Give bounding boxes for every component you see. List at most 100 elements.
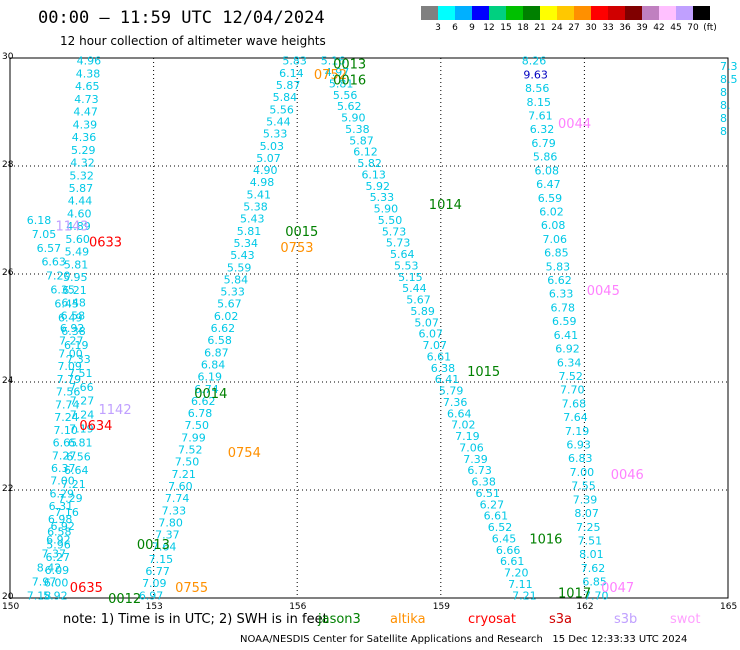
- wave-height-value: 6.02: [214, 310, 239, 323]
- wave-height-value: 6.57: [37, 242, 62, 255]
- wave-height-value: 7.06: [542, 233, 567, 246]
- pass-time-label: 1017: [558, 587, 591, 602]
- wave-height-value: 5.03: [260, 140, 285, 153]
- wave-height-value: 6.21: [62, 284, 87, 297]
- pass-time-label: 1016: [529, 533, 562, 548]
- wave-height-value: 8.01: [579, 548, 604, 561]
- wave-height-value: 7.3: [720, 60, 738, 73]
- pass-time-label: 0633: [89, 236, 122, 251]
- wave-height-value: 7.25: [576, 521, 601, 534]
- wave-height-value: 5.60: [65, 233, 90, 246]
- color-scale-label: 42: [653, 23, 665, 33]
- wave-height-value: 6.62: [547, 274, 572, 287]
- pass-time-label: 1142: [99, 403, 132, 418]
- wave-height-value: 6.84: [201, 358, 226, 371]
- wave-height-value: 5.44: [266, 115, 291, 128]
- wave-height-value: 6.18: [27, 214, 52, 227]
- wave-height-value: 7.52: [558, 370, 583, 383]
- wave-height-value: 5.07: [256, 152, 281, 165]
- wave-height-value: 6.85: [544, 247, 569, 260]
- pass-time-label: 1014: [429, 198, 462, 213]
- wave-height-value: 5.56: [333, 89, 358, 102]
- wave-height-value: 7.33: [66, 353, 91, 366]
- chart-title: 00:00 — 11:59 UTC 12/04/2024: [38, 8, 325, 28]
- wave-height-value: 5.15: [398, 271, 423, 284]
- wave-height-value: 6.38: [431, 362, 456, 375]
- wave-height-value: 6.93: [566, 439, 591, 452]
- wave-height-value: 7.60: [168, 480, 193, 493]
- color-scale-swatch: [540, 6, 557, 20]
- y-axis-tick-label: 26: [2, 268, 14, 278]
- wave-height-value: 8: [720, 86, 727, 99]
- wave-height-value: 6.61: [500, 555, 524, 568]
- color-scale-label: 27: [568, 23, 580, 33]
- wave-height-value: 7.74: [55, 398, 79, 411]
- wave-height-value: 7.64: [152, 541, 177, 554]
- wave-height-value: 5.87: [276, 79, 301, 92]
- wave-height-value: 4.65: [75, 80, 100, 93]
- pass-time-label: 0754: [228, 446, 261, 461]
- wave-height-value: 5.33: [370, 191, 395, 204]
- wave-height-value: 6.32: [530, 123, 555, 136]
- pass-time-label: 0014: [194, 387, 227, 402]
- wave-height-value: 6.37: [51, 462, 76, 475]
- color-scale-label: 9: [469, 23, 475, 33]
- wave-height-value: 6.58: [47, 526, 72, 539]
- wave-height-value: 4.47: [73, 106, 98, 119]
- wave-height-value: 5.38: [243, 201, 268, 214]
- color-scale-label: 36: [619, 23, 631, 33]
- pass-time-label: 0045: [587, 284, 620, 299]
- wave-height-value: 7.68: [562, 397, 587, 410]
- color-scale-swatch: [608, 6, 625, 20]
- wave-height-value: 7.64: [563, 411, 588, 424]
- color-scale-label: 21: [534, 23, 546, 33]
- wave-height-value: 6.83: [568, 452, 593, 465]
- wave-height-value: 5.81: [64, 258, 88, 271]
- color-scale-label: 30: [585, 23, 597, 33]
- wave-height-value: 4.32: [70, 157, 95, 170]
- wave-height-value: 6.38: [471, 476, 496, 489]
- wave-height-value: 5.84: [273, 91, 298, 104]
- wave-height-value: 6.59: [538, 192, 563, 205]
- wave-height-value: 6.66: [496, 544, 521, 557]
- color-scale-label: 33: [602, 23, 614, 33]
- wave-height-value: 4.44: [68, 195, 93, 208]
- color-scale-swatch: [421, 6, 438, 20]
- wave-height-value: 6.92: [50, 520, 75, 533]
- wave-height-value: 4.97: [325, 66, 350, 79]
- wave-height-value: 6.12: [353, 146, 378, 159]
- wave-height-value: 7.10: [53, 424, 78, 437]
- color-scale-swatch: [625, 6, 642, 20]
- wave-height-value: 6.56: [66, 450, 91, 463]
- wave-height-value: 5.50: [378, 214, 403, 227]
- color-scale-swatch: [472, 6, 489, 20]
- wave-height-value: 6.27: [480, 498, 505, 511]
- wave-height-value: 6.52: [488, 521, 513, 534]
- wave-height-value: 5.87: [349, 134, 374, 147]
- wave-height-value: 7.80: [158, 516, 183, 529]
- color-scale-swatch: [455, 6, 472, 20]
- wave-height-value: 6.14: [279, 67, 304, 80]
- wave-height-value: 7.70: [560, 384, 585, 397]
- color-scale-label: 45: [670, 23, 682, 33]
- x-axis-tick-label: 165: [720, 602, 738, 612]
- wave-height-value: 5.07: [414, 316, 439, 329]
- wave-height-value: 6.41: [435, 373, 460, 386]
- pass-time-label: 0755: [175, 581, 208, 596]
- y-axis-tick-label: 20: [2, 592, 14, 602]
- wave-height-value: 6.48: [61, 297, 86, 310]
- wave-height-value: 8.56: [525, 82, 550, 95]
- wave-height-value: 5.41: [247, 188, 272, 201]
- color-scale-label: 18: [517, 23, 529, 33]
- wave-height-value: 6.41: [554, 329, 579, 342]
- wave-height-value: 4.36: [72, 131, 97, 144]
- y-axis-tick-label: 24: [2, 376, 14, 386]
- wave-height-value: 6.51: [476, 487, 501, 500]
- wave-height-value: 7.62: [581, 562, 606, 575]
- color-scale-swatch: [659, 6, 676, 20]
- pass-time-label: 0635: [70, 581, 103, 596]
- wave-height-value: 5.81: [329, 77, 354, 90]
- wave-height-value: 4.73: [74, 93, 99, 106]
- wave-height-value: 6.73: [467, 464, 492, 477]
- wave-height-value: 7.29: [58, 492, 83, 505]
